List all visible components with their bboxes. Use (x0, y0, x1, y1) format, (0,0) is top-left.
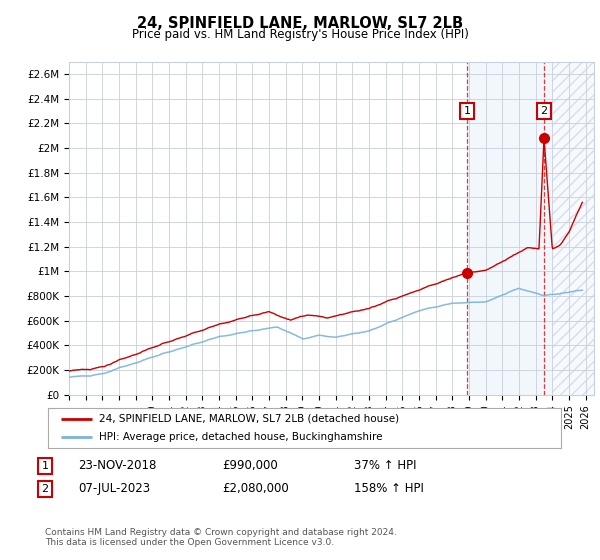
Text: 2: 2 (541, 106, 548, 116)
Text: £990,000: £990,000 (222, 459, 278, 473)
Text: 37% ↑ HPI: 37% ↑ HPI (354, 459, 416, 473)
Text: 07-JUL-2023: 07-JUL-2023 (78, 482, 150, 496)
Text: 1: 1 (464, 106, 471, 116)
Text: Price paid vs. HM Land Registry's House Price Index (HPI): Price paid vs. HM Land Registry's House … (131, 28, 469, 41)
Bar (553, 62, 594, 395)
Text: 24, SPINFIELD LANE, MARLOW, SL7 2LB: 24, SPINFIELD LANE, MARLOW, SL7 2LB (137, 16, 463, 31)
Bar (553, 62, 594, 395)
Text: Contains HM Land Registry data © Crown copyright and database right 2024.
This d: Contains HM Land Registry data © Crown c… (45, 528, 397, 547)
Text: 158% ↑ HPI: 158% ↑ HPI (354, 482, 424, 496)
Bar (467, 62, 553, 395)
Text: 2: 2 (41, 484, 49, 494)
Text: 24, SPINFIELD LANE, MARLOW, SL7 2LB (detached house): 24, SPINFIELD LANE, MARLOW, SL7 2LB (det… (100, 414, 400, 423)
Text: 23-NOV-2018: 23-NOV-2018 (78, 459, 157, 473)
Text: 1: 1 (41, 461, 49, 471)
Text: HPI: Average price, detached house, Buckinghamshire: HPI: Average price, detached house, Buck… (100, 432, 383, 442)
Text: £2,080,000: £2,080,000 (222, 482, 289, 496)
